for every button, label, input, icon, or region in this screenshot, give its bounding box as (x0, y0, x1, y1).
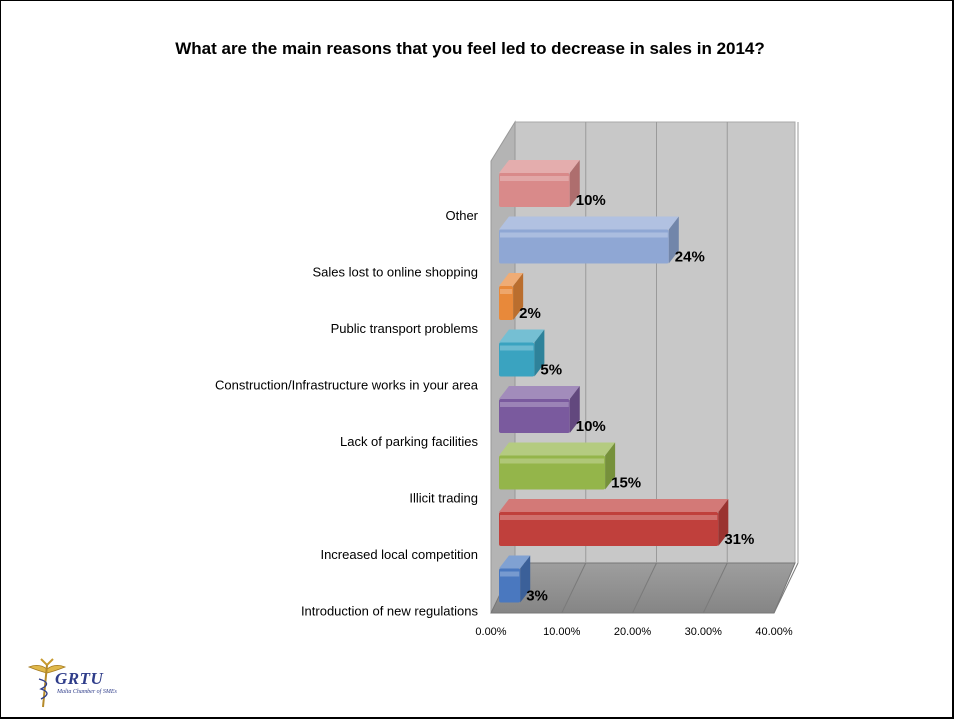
data-label: 3% (526, 588, 548, 605)
x-tick-label: 10.00% (543, 626, 581, 638)
bar-end (569, 386, 580, 433)
grtu-logo: GRTU Malta Chamber of SMEs (27, 655, 157, 711)
bar (499, 160, 580, 207)
category-label: Lack of parking facilities (340, 434, 479, 449)
bar-front (499, 399, 570, 433)
bar-top (499, 442, 616, 456)
x-tick-label: 20.00% (614, 626, 652, 638)
x-tick-label: 40.00% (755, 626, 793, 638)
gridline-floor (773, 562, 799, 614)
chart-title: What are the main reasons that you feel … (175, 39, 765, 58)
logo-subtitle: Malta Chamber of SMEs (57, 689, 117, 695)
bar-front (499, 342, 535, 377)
bar (499, 442, 616, 490)
category-label: Other (445, 208, 478, 223)
bar-front (499, 568, 521, 603)
bar-highlight (500, 289, 513, 294)
category-label: Construction/Infrastructure works in you… (215, 378, 479, 393)
bar-top (499, 216, 679, 230)
data-label: 24% (675, 249, 705, 266)
bar-top (499, 555, 531, 569)
bar (499, 499, 729, 546)
bar-front (499, 173, 570, 207)
bar-end (513, 273, 524, 320)
bar (499, 329, 545, 377)
x-tick-label: 0.00% (475, 626, 506, 638)
data-label: 15% (611, 475, 641, 492)
bar-top (499, 273, 524, 286)
gridline-floor (632, 562, 657, 614)
bar-front (499, 512, 719, 546)
bar (499, 273, 524, 320)
data-label: 31% (724, 531, 754, 548)
bar-front (499, 455, 606, 490)
bar-end (605, 442, 616, 490)
bar-highlight (500, 571, 520, 577)
bar-highlight (500, 232, 668, 238)
bar (499, 216, 679, 264)
bar-end (520, 555, 531, 603)
gridline-floor (702, 562, 728, 614)
category-label: Introduction of new regulations (301, 604, 479, 619)
bar-top (499, 329, 545, 343)
bar-end (718, 499, 729, 546)
bar (499, 386, 580, 433)
caduceus-icon (27, 658, 67, 708)
x-tick-label: 30.00% (685, 626, 723, 638)
category-label: Public transport problems (331, 321, 479, 336)
category-label: Sales lost to online shopping (312, 265, 478, 280)
data-label: 10% (576, 418, 606, 435)
category-label: Increased local competition (320, 547, 478, 562)
bar-front (499, 286, 514, 320)
bar-end (569, 160, 580, 207)
bar-top (499, 499, 729, 512)
data-label: 2% (519, 305, 541, 322)
logo-name: GRTU (55, 669, 104, 688)
gridline-floor (561, 562, 587, 614)
bar-front (499, 229, 669, 264)
bar-end (534, 329, 545, 377)
bar-highlight (500, 402, 569, 407)
bar-highlight (500, 458, 605, 464)
bar-end (668, 216, 679, 264)
bar-top (499, 160, 580, 173)
category-label: Illicit trading (409, 491, 478, 506)
bar-highlight (500, 515, 718, 520)
bar-top (499, 386, 580, 399)
data-label: 10% (576, 192, 606, 209)
bar (499, 555, 531, 603)
bar-highlight (500, 176, 569, 181)
data-label: 5% (540, 362, 562, 379)
bar-highlight (500, 345, 534, 351)
